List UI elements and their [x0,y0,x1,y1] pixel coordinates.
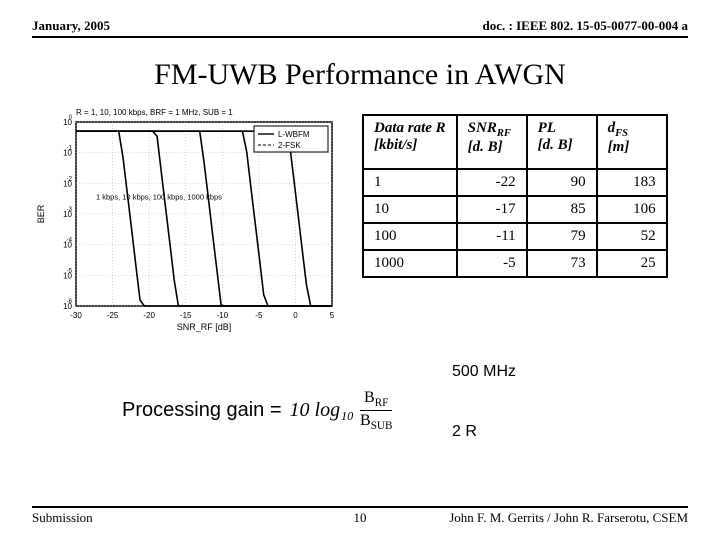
svg-text:SNR_RF [dB]: SNR_RF [dB] [177,322,232,332]
svg-text:0: 0 [293,311,298,320]
svg-text:R = 1, 10, 100 kbps, BRF = 1 M: R = 1, 10, 100 kbps, BRF = 1 MHz, SUB = … [76,108,233,117]
svg-text:-5: -5 [255,311,263,320]
footer-right: John F. M. Gerrits / John R. Farserotu, … [449,510,688,526]
svg-text:BER: BER [36,204,46,223]
svg-text:L-WBFM: L-WBFM [278,130,310,139]
svg-text:2-FSK: 2-FSK [278,141,301,150]
svg-text:1 kbps, 10 kbps, 100 kbps, 100: 1 kbps, 10 kbps, 100 kbps, 1000 kbps [96,192,222,201]
svg-text:-6: -6 [67,299,73,305]
svg-text:-15: -15 [180,311,192,320]
svg-text:-1: -1 [67,146,73,152]
svg-text:-2: -2 [67,176,73,182]
table-header: Data rate R[kbit/s] [363,115,457,169]
table-header: dFS[m] [597,115,667,169]
svg-text:-10: -10 [217,311,229,320]
svg-text:-30: -30 [70,311,82,320]
header-docref: doc. : IEEE 802. 15-05-0077-00-004 a [483,18,688,34]
svg-text:-25: -25 [107,311,119,320]
table-row: 100-117952 [363,223,667,250]
header-date: January, 2005 [32,18,110,34]
table-row: 1000-57325 [363,250,667,277]
table-row: 1-2290183 [363,169,667,196]
footer-page-number: 10 [354,510,367,526]
table-header: SNRRF[d. B] [457,115,527,169]
table-header: PL[d. B] [527,115,597,169]
footer-left: Submission [32,510,93,526]
page-title: FM-UWB Performance in AWGN [32,58,688,92]
bandwidth-label: 500 MHz [452,363,516,381]
svg-text:5: 5 [330,311,335,320]
ber-chart: R = 1, 10, 100 kbps, BRF = 1 MHz, SUB = … [32,104,342,339]
svg-text:-3: -3 [67,207,73,213]
processing-gain-formula: Processing gain = 10 log₁₀ BRF BSUB [122,389,392,432]
table-row: 10-1785106 [363,196,667,223]
performance-table: Data rate R[kbit/s]SNRRF[d. B]PL[d. B]dF… [362,114,668,278]
svg-text:0: 0 [69,115,73,121]
svg-text:-5: -5 [67,268,73,274]
svg-text:-4: -4 [67,238,73,244]
svg-text:-20: -20 [143,311,155,320]
two-r-label: 2 R [452,423,477,441]
